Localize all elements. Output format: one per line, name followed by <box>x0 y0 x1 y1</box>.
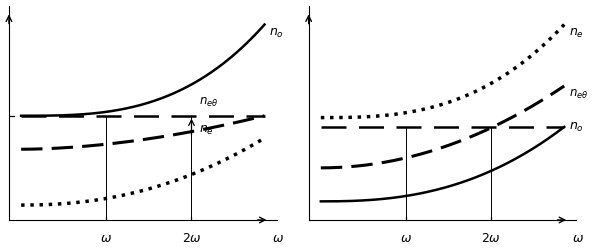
Text: $n_{e\theta}$: $n_{e\theta}$ <box>199 96 218 109</box>
Text: $\omega$: $\omega$ <box>272 231 284 244</box>
Text: $n_e$: $n_e$ <box>199 124 214 137</box>
Text: $2\omega$: $2\omega$ <box>481 231 501 244</box>
Text: $n_o$: $n_o$ <box>569 121 584 134</box>
Text: $2\omega$: $2\omega$ <box>181 231 201 244</box>
Text: $\omega$: $\omega$ <box>571 231 583 244</box>
Text: $\omega$: $\omega$ <box>400 231 412 244</box>
Text: $n_o$: $n_o$ <box>269 26 284 40</box>
Text: $n_e$: $n_e$ <box>569 26 584 40</box>
Text: $n_{e\theta}$: $n_{e\theta}$ <box>569 88 589 101</box>
Text: $\omega$: $\omega$ <box>100 231 112 244</box>
